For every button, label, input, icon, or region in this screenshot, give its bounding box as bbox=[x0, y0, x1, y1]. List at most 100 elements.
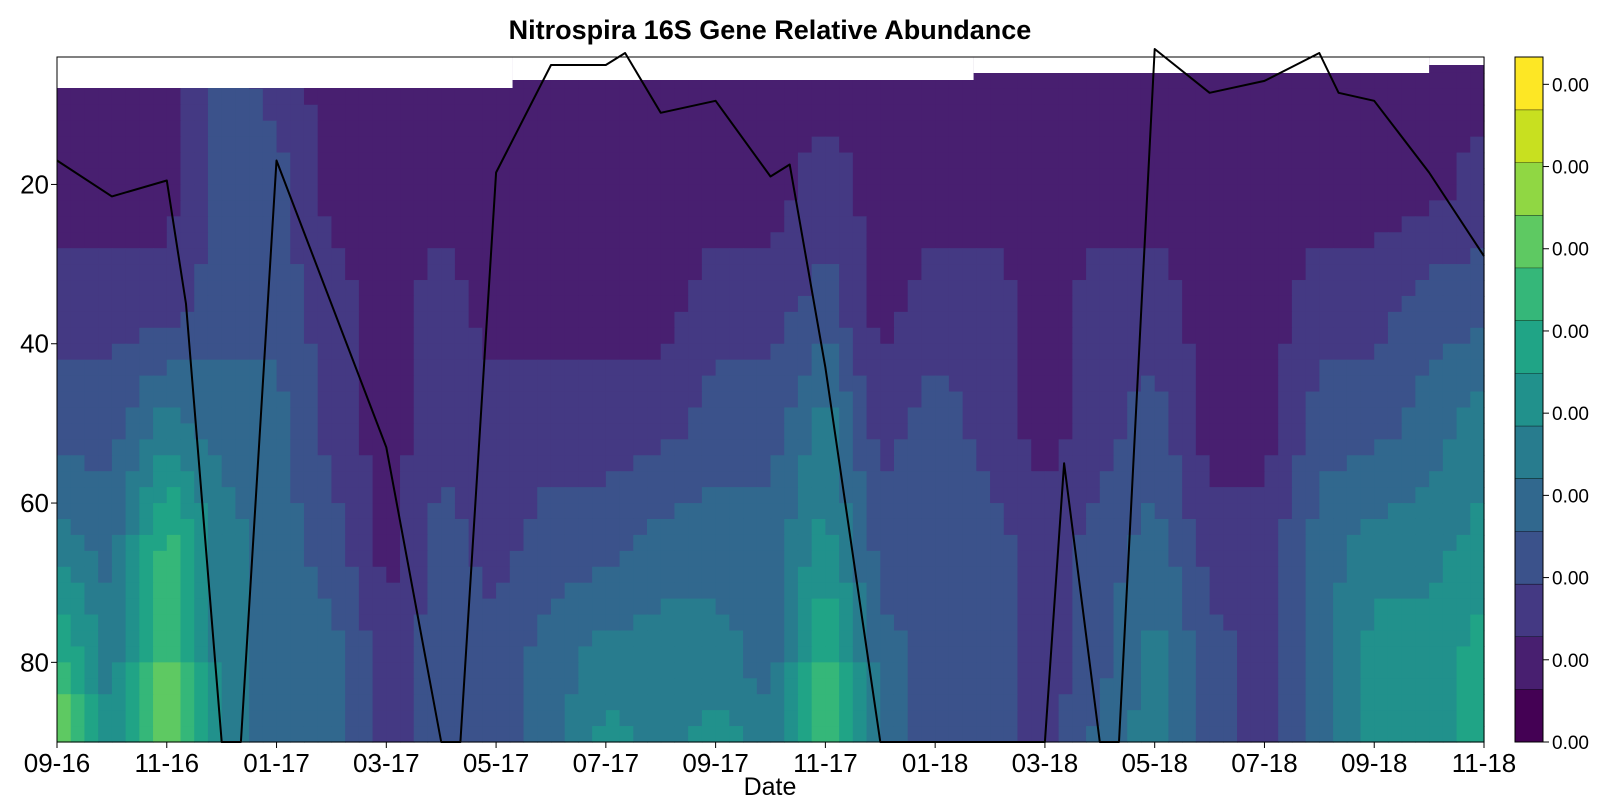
heatmap-cell bbox=[1017, 407, 1032, 424]
y-tick-label: 20 bbox=[20, 169, 49, 199]
heatmap-cell bbox=[839, 455, 854, 472]
heatmap-cell bbox=[729, 630, 744, 648]
heatmap-cell bbox=[317, 518, 333, 536]
heatmap-cell bbox=[331, 407, 346, 424]
heatmap-cell bbox=[962, 646, 977, 663]
heatmap-cell bbox=[303, 471, 319, 488]
heatmap-cell bbox=[1456, 232, 1471, 249]
heatmap-cell bbox=[550, 630, 566, 648]
heatmap-cell bbox=[715, 216, 730, 233]
heatmap-cell bbox=[1415, 375, 1430, 393]
heatmap-cell bbox=[331, 200, 346, 217]
heatmap-cell bbox=[386, 391, 401, 409]
heatmap-cell bbox=[153, 662, 168, 679]
heatmap-cell bbox=[1360, 566, 1375, 584]
heatmap-cell bbox=[84, 487, 99, 504]
heatmap-cell bbox=[386, 375, 401, 393]
heatmap-cell bbox=[1346, 518, 1362, 536]
heatmap-cell bbox=[990, 311, 1005, 329]
heatmap-cell bbox=[756, 678, 772, 695]
heatmap-cell bbox=[1168, 168, 1183, 186]
heatmap-cell bbox=[482, 375, 497, 393]
heatmap-cell bbox=[496, 598, 511, 616]
heatmap-cell bbox=[1058, 598, 1073, 616]
heatmap-cell bbox=[647, 327, 662, 345]
heatmap-cell bbox=[1429, 518, 1444, 536]
heatmap-cell bbox=[1374, 280, 1389, 297]
heatmap-cell bbox=[1415, 678, 1430, 695]
heatmap-cell bbox=[153, 136, 168, 154]
heatmap-cell bbox=[880, 598, 895, 616]
heatmap-cell bbox=[948, 327, 964, 345]
heatmap-cell bbox=[98, 582, 113, 600]
heatmap-cell bbox=[1086, 391, 1101, 409]
heatmap-cell bbox=[482, 646, 497, 663]
heatmap-cell bbox=[413, 152, 429, 170]
heatmap-cell bbox=[839, 487, 854, 504]
heatmap-cell bbox=[1237, 518, 1252, 536]
heatmap-cell bbox=[386, 678, 401, 695]
heatmap-cell bbox=[1456, 407, 1471, 424]
heatmap-cell bbox=[358, 518, 374, 536]
heatmap-cell bbox=[907, 582, 923, 600]
heatmap-cell bbox=[729, 184, 744, 201]
heatmap-cell bbox=[1113, 407, 1128, 424]
x-tick-label: 11-16 bbox=[134, 748, 199, 778]
heatmap-cell bbox=[797, 614, 813, 632]
heatmap-cell bbox=[84, 726, 99, 743]
heatmap-cell bbox=[770, 407, 785, 424]
heatmap-cell bbox=[482, 104, 497, 122]
heatmap-cell bbox=[866, 327, 881, 345]
heatmap-cell bbox=[962, 471, 977, 488]
heatmap-cell bbox=[1429, 487, 1444, 504]
heatmap-cell bbox=[921, 662, 936, 679]
y-tick-label: 40 bbox=[20, 329, 49, 359]
heatmap-cell bbox=[1237, 343, 1252, 361]
heatmap-cell bbox=[1072, 327, 1087, 345]
heatmap-cell bbox=[1333, 72, 1348, 90]
heatmap-cell bbox=[139, 471, 154, 488]
heatmap-cell bbox=[907, 534, 923, 552]
heatmap-cell bbox=[880, 471, 895, 488]
heatmap-cell bbox=[1223, 630, 1238, 648]
heatmap-cell bbox=[1442, 216, 1458, 233]
heatmap-cell bbox=[194, 598, 209, 616]
heatmap-cell bbox=[372, 88, 387, 106]
heatmap-cell bbox=[756, 487, 772, 504]
heatmap-cell bbox=[331, 487, 346, 504]
heatmap-cell bbox=[592, 423, 607, 440]
heatmap-cell bbox=[1127, 391, 1142, 409]
heatmap-cell bbox=[1140, 598, 1156, 616]
heatmap-cell bbox=[537, 662, 552, 679]
heatmap-cell bbox=[386, 311, 401, 329]
heatmap-cell bbox=[1195, 184, 1211, 201]
heatmap-cell bbox=[605, 359, 621, 377]
heatmap-cell bbox=[249, 518, 264, 536]
heatmap-cell bbox=[935, 534, 950, 552]
heatmap-cell bbox=[948, 264, 964, 281]
heatmap-cell bbox=[84, 423, 99, 440]
heatmap-cell bbox=[1086, 104, 1101, 122]
heatmap-cell bbox=[1154, 423, 1170, 440]
heatmap-cell bbox=[756, 232, 772, 249]
heatmap-cell bbox=[70, 391, 86, 409]
heatmap-cell bbox=[1113, 72, 1128, 90]
heatmap-cell bbox=[578, 710, 593, 727]
heatmap-cell bbox=[990, 439, 1005, 456]
heatmap-cell bbox=[1346, 327, 1362, 345]
heatmap-cell bbox=[537, 216, 552, 233]
heatmap-cell bbox=[537, 200, 552, 217]
heatmap-cell bbox=[84, 646, 99, 663]
heatmap-cell bbox=[276, 503, 291, 520]
heatmap-cell bbox=[1195, 327, 1211, 345]
heatmap-cell bbox=[605, 311, 621, 329]
heatmap-cell bbox=[1099, 662, 1115, 679]
heatmap-cell bbox=[688, 359, 703, 377]
heatmap-cell bbox=[454, 487, 470, 504]
heatmap-cell bbox=[1182, 295, 1197, 313]
heatmap-cell bbox=[221, 407, 236, 424]
colorbar-swatch bbox=[1515, 689, 1543, 742]
heatmap-cell bbox=[660, 136, 676, 154]
heatmap-cell bbox=[153, 439, 168, 456]
heatmap-cell bbox=[345, 216, 360, 233]
